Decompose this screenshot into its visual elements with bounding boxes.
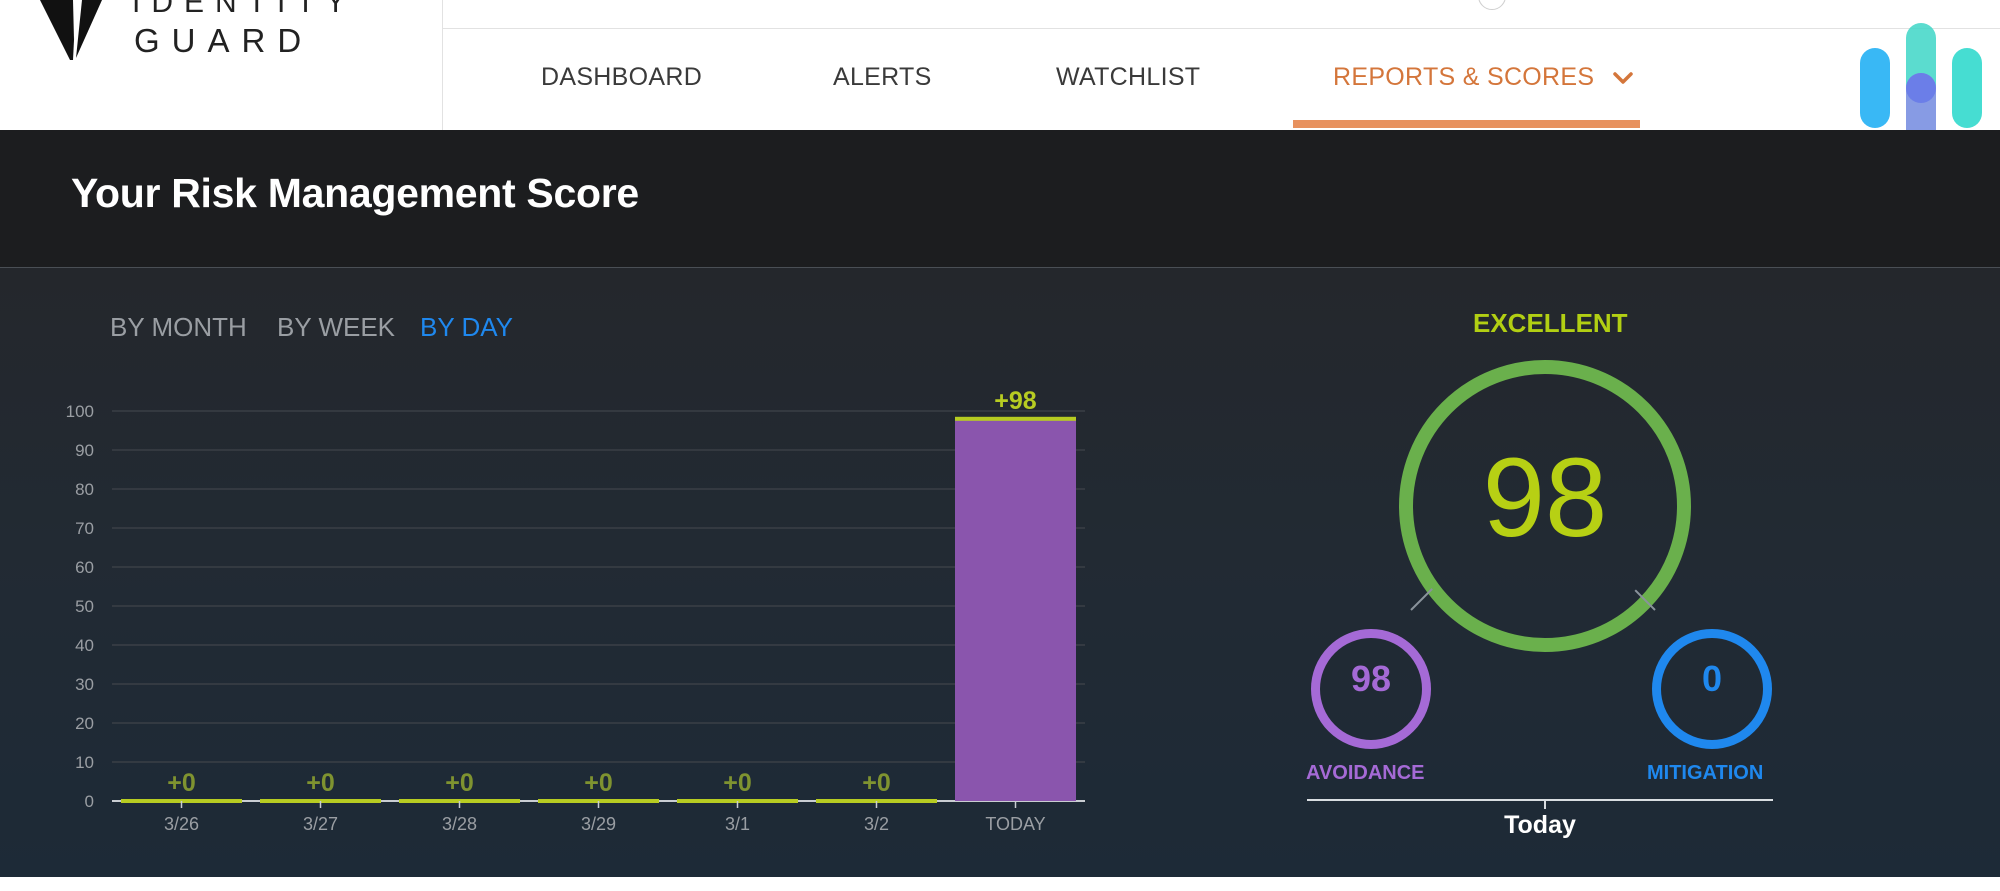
- x-tick-label: 3/26: [164, 814, 199, 834]
- logo-area[interactable]: IDENTITY GUARD: [0, 0, 443, 130]
- y-tick-label: 50: [75, 597, 94, 616]
- avoidance-connector: [1410, 588, 1433, 611]
- x-tick-label: TODAY: [985, 814, 1045, 834]
- mitigation-value: 0: [1701, 658, 1723, 699]
- y-tick-label: 40: [75, 636, 94, 655]
- page-title: Your Risk Management Score: [71, 170, 639, 216]
- y-tick-label: 100: [66, 402, 94, 421]
- nav-reports-scores-label: REPORTS & SCORES: [1333, 63, 1595, 91]
- avoidance-value: 98: [1350, 658, 1392, 699]
- score-grade: EXCELLENT: [1473, 308, 1628, 338]
- y-tick-label: 80: [75, 480, 94, 499]
- logo-text-identity: IDENTITY: [132, 0, 357, 19]
- tab-by-day[interactable]: BY DAY: [420, 312, 513, 342]
- y-tick-label: 0: [85, 792, 94, 811]
- main-nav: DASHBOARD ALERTS WATCHLIST REPORTS & SCO…: [443, 29, 2000, 130]
- score-baseline-tick: [1544, 799, 1546, 809]
- score-panel: BY MONTH BY WEEK BY DAY 0 10 20 30 40 50 60 70 8…: [0, 268, 2000, 877]
- y-tick-label: 20: [75, 714, 94, 733]
- active-tab-underline: [1293, 120, 1640, 128]
- nav-reports-scores[interactable]: REPORTS & SCORES: [1333, 63, 1634, 92]
- daily-score-bar-chart: 0 10 20 30 40 50 60 70 80 90 100 +0 3/26 +0 3/27 +0 3/28…: [66, 387, 1085, 834]
- logo-text-guard: GUARD: [134, 22, 314, 59]
- y-tick-label: 30: [75, 675, 94, 694]
- data-label: +98: [994, 387, 1037, 415]
- bar-top-line: [955, 416, 1076, 421]
- y-tick-label: 60: [75, 558, 94, 577]
- x-tick-label: 3/28: [442, 814, 477, 834]
- data-label: +0: [723, 769, 752, 797]
- x-tick-label: 3/1: [725, 814, 750, 834]
- nav-watchlist[interactable]: WATCHLIST: [1056, 63, 1201, 91]
- y-tick-label: 90: [75, 441, 94, 460]
- data-label: +0: [584, 769, 613, 797]
- data-label: +0: [306, 769, 335, 797]
- tab-by-week[interactable]: BY WEEK: [277, 312, 396, 342]
- x-tick-label: 3/29: [581, 814, 616, 834]
- score-period-label: Today: [1504, 811, 1576, 839]
- identity-guard-logo-icon: [40, 0, 102, 60]
- top-header: IDENTITY GUARD DASHBOARD ALERTS WATCHLIS…: [0, 0, 2000, 153]
- title-band: Your Risk Management Score: [0, 130, 2000, 268]
- total-score-value: 98: [1482, 435, 1608, 560]
- mitigation-ring: [1652, 629, 1772, 749]
- profile-icon[interactable]: [1478, 0, 1506, 10]
- nav-alerts[interactable]: ALERTS: [833, 63, 932, 91]
- bottom-strip: [0, 877, 2000, 891]
- data-label: +0: [167, 769, 196, 797]
- avoidance-label: AVOIDANCE: [1306, 762, 1425, 784]
- x-tick-label: 3/27: [303, 814, 338, 834]
- mitigation-label: MITIGATION: [1647, 762, 1764, 784]
- tab-by-month[interactable]: BY MONTH: [110, 312, 247, 342]
- header-divider: [443, 28, 2000, 29]
- data-label: +0: [445, 769, 474, 797]
- data-label: +0: [862, 769, 891, 797]
- x-tick-label: 3/2: [864, 814, 889, 834]
- y-tick-label: 10: [75, 753, 94, 772]
- chevron-down-icon: [1612, 72, 1633, 85]
- bar-today: [955, 418, 1076, 801]
- score-baseline: [1307, 799, 1773, 801]
- y-tick-label: 70: [75, 519, 94, 538]
- avoidance-ring: [1311, 629, 1431, 749]
- nav-dashboard[interactable]: DASHBOARD: [541, 63, 703, 91]
